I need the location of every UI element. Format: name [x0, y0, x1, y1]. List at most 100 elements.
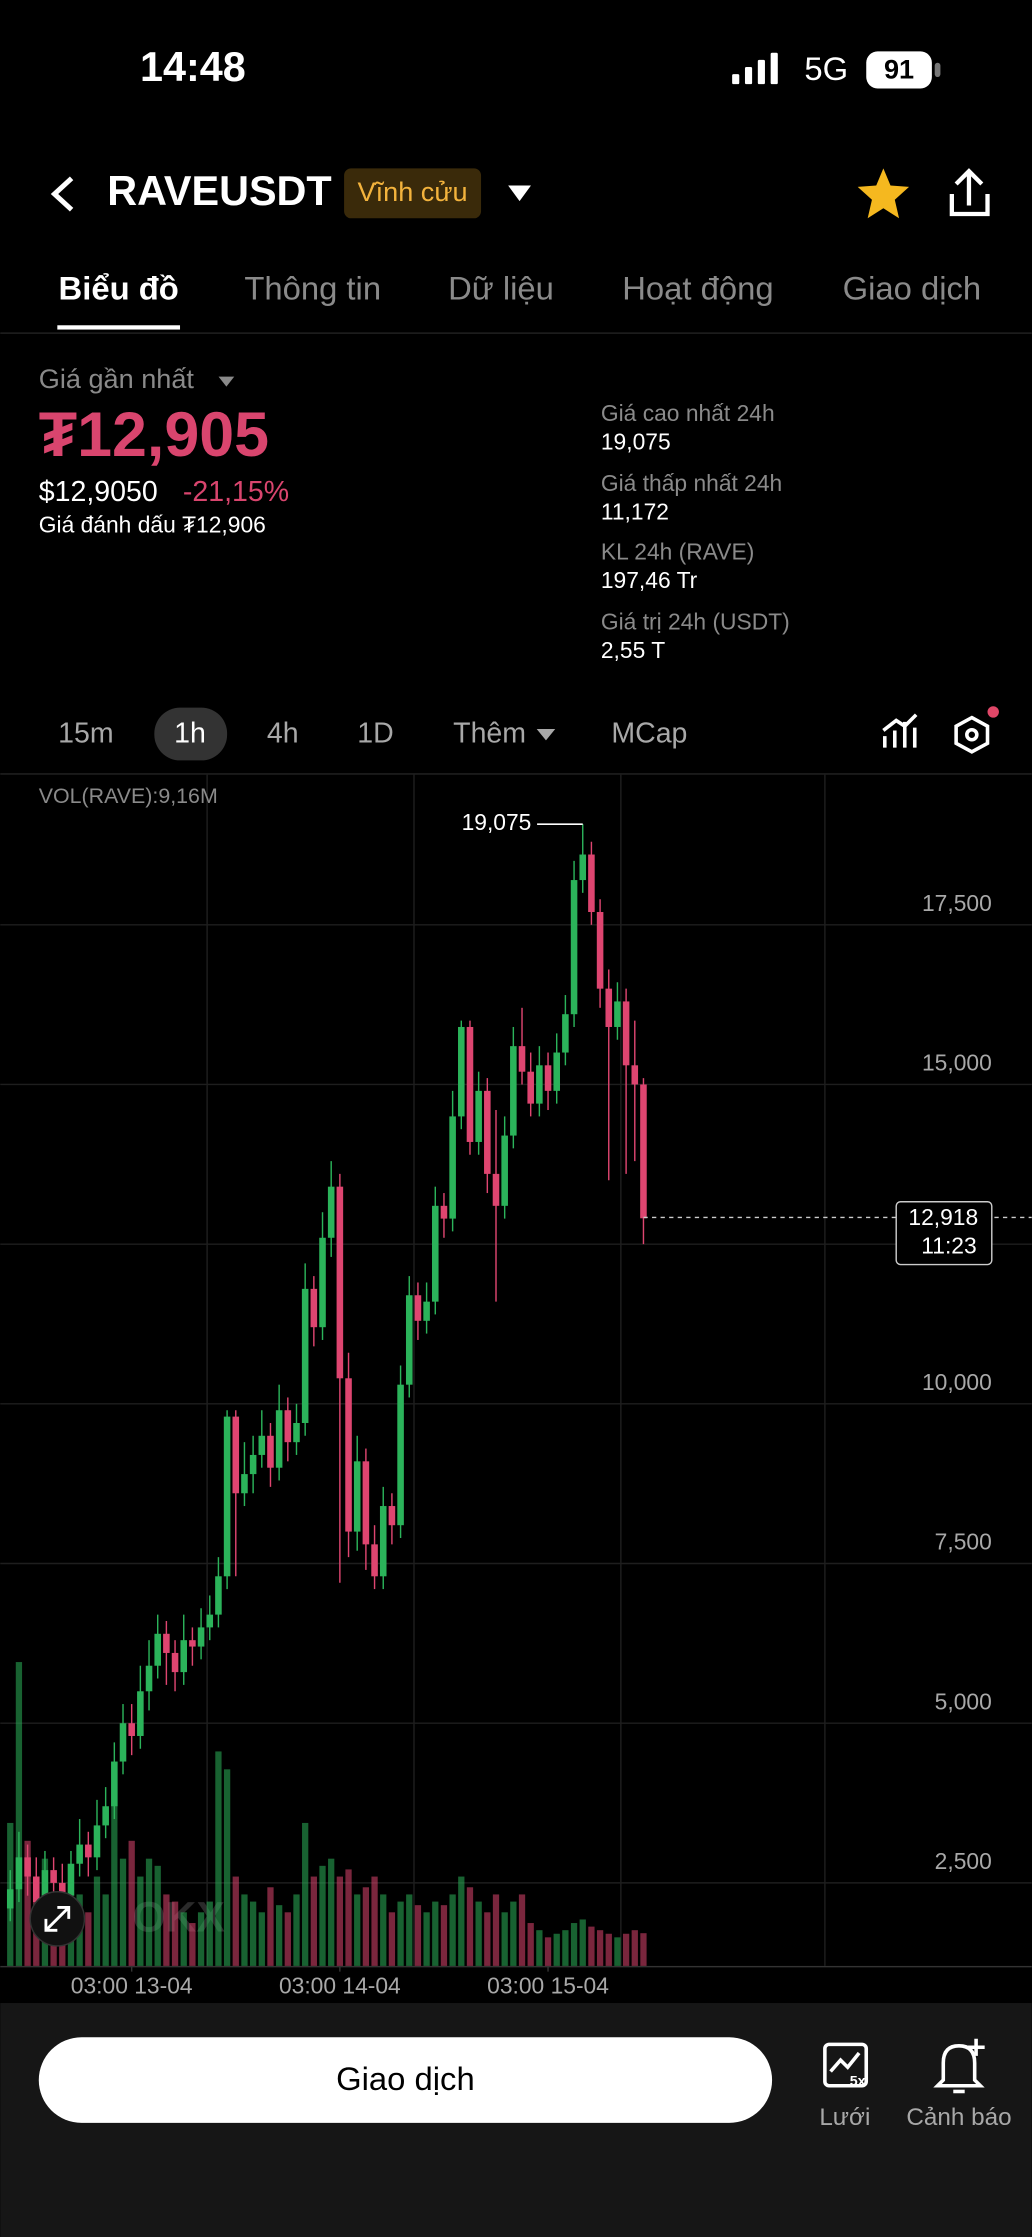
volume-bar	[588, 1926, 595, 1966]
interval[interactable]: 4h	[267, 717, 299, 749]
volume-bar	[85, 1912, 92, 1966]
volume-bar	[206, 1901, 213, 1966]
volume-bar	[145, 1858, 153, 1966]
candle-body	[553, 1052, 560, 1091]
share-button[interactable]	[949, 168, 990, 217]
candle-body	[423, 1301, 430, 1321]
volume-bar	[24, 1840, 31, 1966]
candle-body	[405, 1295, 413, 1385]
volume-bar	[432, 1901, 439, 1966]
settings-dot	[965, 727, 979, 742]
divider	[0, 332, 1032, 334]
candle-body	[458, 1026, 465, 1117]
candle-body	[267, 1435, 274, 1468]
candle-body	[102, 1806, 109, 1826]
volume-bar	[163, 1894, 170, 1966]
alert-icon[interactable]	[933, 2044, 985, 2088]
interval[interactable]: 1D	[357, 717, 393, 749]
usd-price: $12,9050	[39, 476, 158, 508]
candle-body	[319, 1237, 326, 1328]
candle-body	[622, 1001, 630, 1066]
favorite-star[interactable]	[857, 168, 910, 219]
candle-body	[631, 1065, 639, 1085]
x-tick-label: 03:00 15-04	[487, 1972, 609, 1998]
interval[interactable]: 15m	[58, 717, 113, 749]
volume-bar	[518, 1894, 526, 1966]
volume-bar	[371, 1876, 378, 1966]
candle-body	[197, 1627, 205, 1647]
volume-bar	[345, 1869, 352, 1966]
tab-indicator	[57, 325, 181, 330]
interval[interactable]: Thêm	[453, 717, 526, 749]
candle-body	[510, 1046, 517, 1136]
volume-bar	[302, 1822, 309, 1966]
volume-bar	[354, 1894, 361, 1966]
candle-body	[215, 1576, 222, 1615]
candle-body	[562, 1014, 569, 1053]
volume-bar	[93, 1876, 101, 1966]
symbol-dropdown[interactable]	[508, 185, 531, 202]
candle-body	[232, 1416, 240, 1494]
volume-bar	[336, 1876, 344, 1966]
candle-body	[241, 1474, 248, 1494]
volume-bar	[197, 1912, 205, 1966]
volume-bar	[128, 1840, 135, 1966]
trade-button[interactable]	[38, 2037, 773, 2123]
candle-body	[362, 1461, 370, 1545]
volume-bar	[527, 1923, 534, 1966]
tab[interactable]: Biểu đồ	[59, 270, 179, 307]
back-button[interactable]	[50, 176, 74, 212]
more-dropdown[interactable]	[536, 729, 556, 741]
candle-body	[59, 1882, 66, 1896]
volume-bar	[15, 1662, 23, 1966]
stat-label: Giá thấp nhất 24h	[601, 470, 782, 496]
candle-body	[527, 1071, 534, 1104]
tab[interactable]: Thông tin	[244, 270, 381, 307]
volume-bar	[458, 1876, 465, 1966]
volume-bar	[640, 1933, 647, 1966]
candle-body	[596, 912, 604, 989]
volume-bar	[605, 1933, 612, 1966]
tab[interactable]: Giao dịch	[843, 270, 982, 307]
tab[interactable]: Hoạt động	[622, 270, 773, 307]
candle-body	[258, 1435, 266, 1455]
signal-icon	[732, 52, 778, 85]
candle-body	[414, 1295, 422, 1321]
candle-body	[492, 1173, 500, 1206]
tab[interactable]: Dữ liệu	[448, 270, 554, 307]
candle-body	[128, 1723, 135, 1736]
volume-bar	[276, 1905, 283, 1966]
candle-body	[484, 1090, 491, 1174]
volume-bar	[553, 1933, 560, 1966]
volume-label: VOL(RAVE):9,16M	[39, 784, 218, 808]
candle-body	[570, 880, 578, 1015]
candle-body	[6, 1889, 14, 1909]
volume-bar	[119, 1858, 127, 1966]
candle-body	[284, 1410, 292, 1443]
volume-bar	[466, 1887, 474, 1966]
last-price-box	[895, 1201, 993, 1266]
candle-body	[171, 1652, 179, 1673]
volume-bar	[449, 1894, 456, 1966]
badge: Vĩnh cửu	[358, 176, 468, 207]
volume-bar	[154, 1865, 161, 1966]
interval[interactable]: 1h	[174, 717, 206, 749]
x-tick-label: 03:00 13-04	[71, 1972, 193, 1998]
grid-icon[interactable]	[823, 2042, 869, 2088]
candle-body	[440, 1205, 448, 1219]
last-price: ₮12,905	[39, 400, 269, 470]
stat-value: 2,55 T	[601, 637, 665, 663]
indicator-button[interactable]	[882, 713, 918, 748]
y-tick-label: 17,500	[922, 890, 992, 916]
volume-bar	[137, 1876, 144, 1966]
candle-body	[93, 1825, 101, 1858]
volume-bar	[180, 1912, 187, 1966]
volume-bar	[249, 1901, 257, 1966]
volume-bar	[614, 1937, 621, 1966]
price-dropdown[interactable]	[218, 376, 235, 387]
y-tick-label: 15,000	[922, 1050, 992, 1076]
volume-bar	[362, 1887, 370, 1966]
interval[interactable]: MCap	[611, 717, 687, 749]
settings-button[interactable]	[954, 715, 990, 754]
